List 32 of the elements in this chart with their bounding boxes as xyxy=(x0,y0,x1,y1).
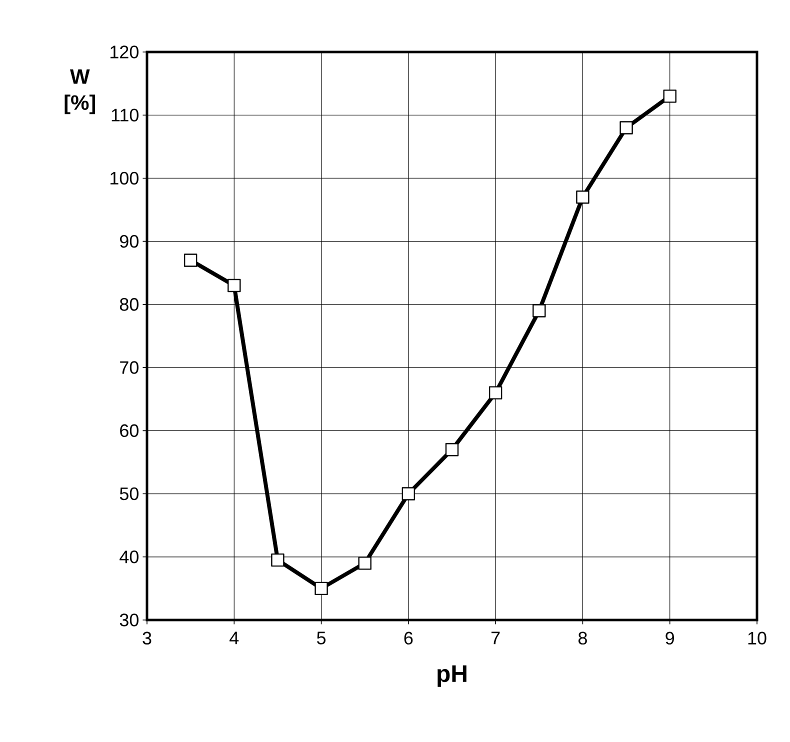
point xyxy=(488,386,502,400)
y-tick-label: 30 xyxy=(120,614,138,626)
point xyxy=(620,121,633,134)
point xyxy=(271,553,284,567)
point xyxy=(314,582,328,596)
point xyxy=(184,254,198,267)
y-tick-label: 80 xyxy=(120,298,138,311)
point xyxy=(402,487,416,500)
y-tick-label: 40 xyxy=(120,550,138,564)
point xyxy=(358,556,372,570)
x-tick-label: 3 xyxy=(142,632,152,645)
x-tick-label: 6 xyxy=(404,632,413,645)
y-axis-title: W [%] xyxy=(64,69,96,114)
x-axis-title: pH xyxy=(438,665,466,687)
x-tick-label: 4 xyxy=(230,632,239,644)
point xyxy=(532,304,546,318)
y-tick-label: 70 xyxy=(120,361,138,374)
y-tick-label: 120 xyxy=(110,46,138,58)
y-tick-label: 90 xyxy=(120,234,138,248)
x-tick-label: 10 xyxy=(748,632,766,645)
y-tick-label: 100 xyxy=(110,172,138,185)
y-tick-label: 60 xyxy=(120,424,138,438)
point xyxy=(663,90,676,103)
x-tick-label: 9 xyxy=(666,632,674,645)
x-tick-label: 7 xyxy=(491,632,500,644)
point xyxy=(228,278,241,292)
x-tick-label: 8 xyxy=(578,632,587,645)
y-tick-label: 50 xyxy=(120,487,138,500)
point xyxy=(445,443,459,456)
point xyxy=(576,190,590,204)
y-tick-label: 110 xyxy=(112,108,139,122)
x-tick-label: 5 xyxy=(317,632,326,644)
